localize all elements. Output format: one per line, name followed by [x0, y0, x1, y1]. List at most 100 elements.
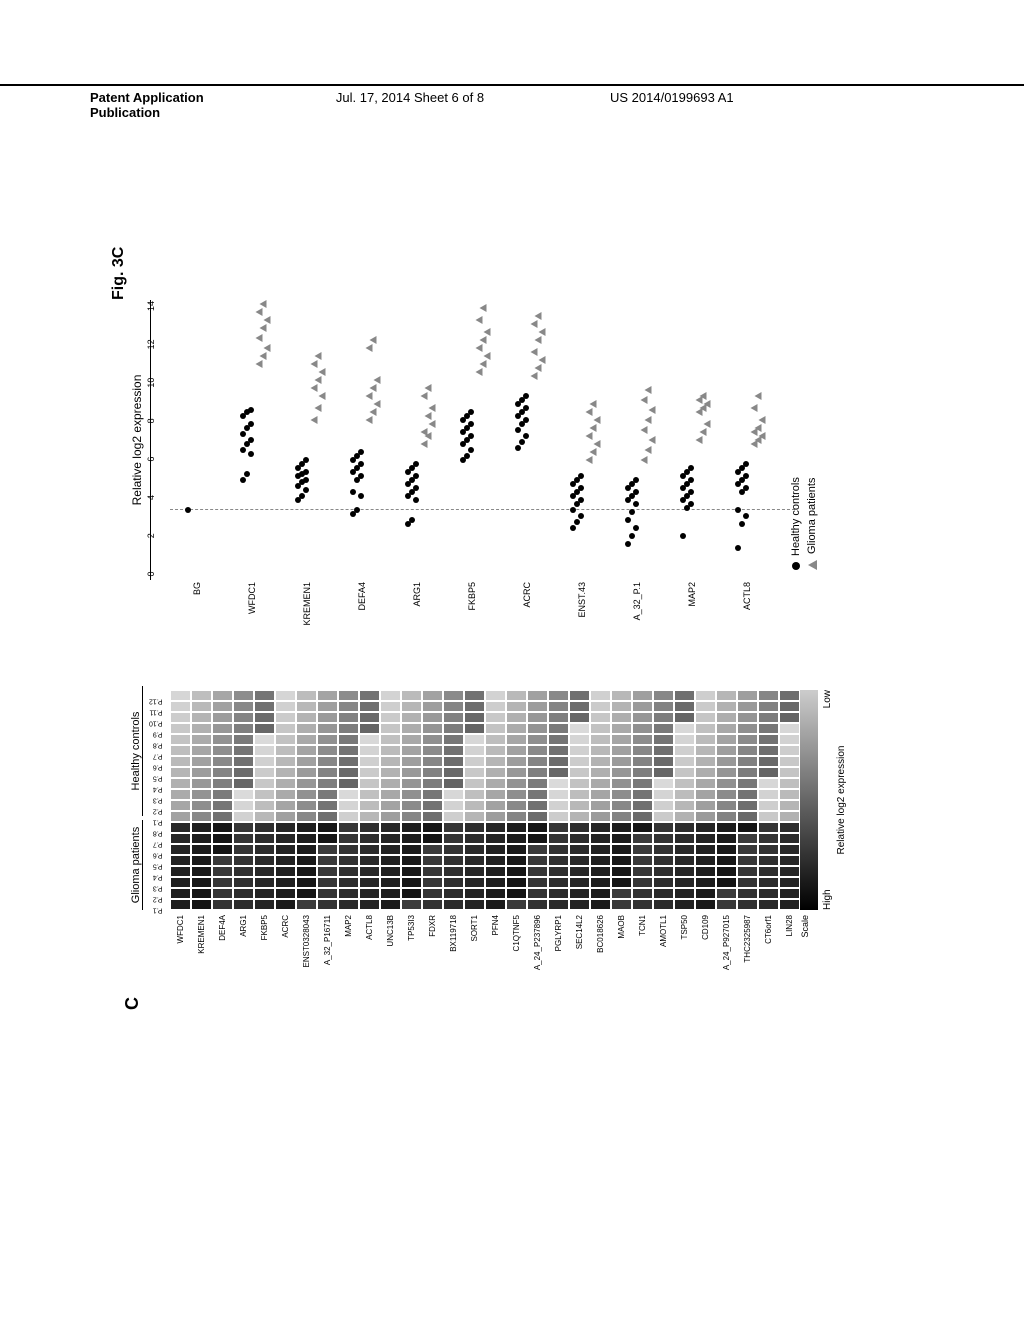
data-point-glioma [535, 336, 542, 344]
heatmap-cell [716, 690, 737, 701]
heatmap-cell [590, 789, 611, 800]
data-point-glioma [429, 404, 436, 412]
data-point-glioma [256, 334, 263, 342]
heatmap-cell [443, 745, 464, 756]
data-point-healthy [625, 541, 631, 547]
heatmap-cell [674, 789, 695, 800]
data-point-healthy [299, 493, 305, 499]
dotplot-row-label: DEFA4 [357, 582, 367, 630]
heatmap-cell [170, 899, 191, 910]
gene-label: FKBP5 [254, 912, 275, 1010]
data-point-glioma [755, 424, 762, 432]
heatmap-cell [569, 690, 590, 701]
heatmap-cell [212, 723, 233, 734]
heatmap-cell [170, 855, 191, 866]
data-point-healthy [688, 477, 694, 483]
heatmap-cell [779, 734, 800, 745]
heatmap-group-labels: Glioma patients Healthy controls [130, 686, 143, 910]
heatmap-cell [233, 723, 254, 734]
data-point-healthy [303, 469, 309, 475]
heatmap-cell [464, 734, 485, 745]
dotplot-row-area [720, 300, 775, 580]
heatmap-cell [527, 877, 548, 888]
heatmap-cell [716, 712, 737, 723]
data-point-healthy [464, 453, 470, 459]
header-patent-no: US 2014/0199693 A1 [550, 90, 1024, 120]
heatmap-cell [380, 745, 401, 756]
heatmap-cell [611, 811, 632, 822]
heatmap-cell [506, 811, 527, 822]
heatmap-cell [464, 723, 485, 734]
heatmap-cell [443, 778, 464, 789]
heatmap-cell [653, 811, 674, 822]
heatmap-cell [443, 866, 464, 877]
heatmap-cell [569, 877, 590, 888]
heatmap-cell [212, 778, 233, 789]
heatmap-cell [254, 723, 275, 734]
heatmap-cell [443, 723, 464, 734]
heatmap-cell [653, 822, 674, 833]
heatmap-cell [380, 877, 401, 888]
heatmap-cell [359, 701, 380, 712]
heatmap-cell [716, 745, 737, 756]
heatmap-cell [758, 899, 779, 910]
heatmap-cell [716, 778, 737, 789]
heatmap-cell [548, 888, 569, 899]
heatmap-cell [170, 745, 191, 756]
heatmap-cell [422, 899, 443, 910]
heatmap-cell [191, 888, 212, 899]
data-point-healthy [303, 477, 309, 483]
heatmap-cell [401, 899, 422, 910]
data-point-healthy [350, 489, 356, 495]
heatmap: Glioma patients Healthy controls P.1P.2P… [150, 670, 870, 1010]
heatmap-cell [569, 756, 590, 767]
heatmap-cell [485, 701, 506, 712]
gene-label: A_24_P237896 [527, 912, 548, 1010]
heatmap-cell [296, 712, 317, 723]
data-point-healthy [240, 477, 246, 483]
heatmap-cell [695, 866, 716, 877]
heatmap-cell [359, 833, 380, 844]
heatmap-cell [758, 800, 779, 811]
legend-glioma: Glioma patients [806, 477, 818, 570]
data-point-glioma [696, 436, 703, 444]
heatmap-cell [695, 767, 716, 778]
heatmap-cell [632, 844, 653, 855]
heatmap-cell [254, 734, 275, 745]
heatmap-cell [359, 855, 380, 866]
heatmap-cell [779, 899, 800, 910]
data-point-healthy [633, 477, 639, 483]
data-point-healthy [743, 513, 749, 519]
heatmap-cell [233, 789, 254, 800]
heatmap-cell [506, 734, 527, 745]
heatmap-cell [275, 690, 296, 701]
heatmap-cell [758, 701, 779, 712]
heatmap-cell [443, 789, 464, 800]
heatmap-cell [485, 756, 506, 767]
heatmap-cell [548, 800, 569, 811]
heatmap-cell [485, 877, 506, 888]
heatmap-cell [338, 877, 359, 888]
data-point-glioma [704, 400, 711, 408]
heatmap-cell [275, 734, 296, 745]
data-point-glioma [315, 352, 322, 360]
heatmap-cell [422, 767, 443, 778]
heatmap-cell [338, 778, 359, 789]
heatmap-cell [443, 844, 464, 855]
heatmap-cell [611, 778, 632, 789]
heatmap-cell [275, 712, 296, 723]
heatmap-cell [464, 877, 485, 888]
heatmap-cell [758, 866, 779, 877]
heatmap-cell [653, 778, 674, 789]
heatmap-cell [485, 778, 506, 789]
heatmap-cell [485, 789, 506, 800]
heatmap-cell [485, 745, 506, 756]
data-point-healthy [185, 507, 191, 513]
heatmap-cell [611, 822, 632, 833]
gene-label: DEF4A [212, 912, 233, 1010]
heatmap-cell [254, 767, 275, 778]
heatmap-cell [464, 712, 485, 723]
dotplot-row: A_32_P.1 [610, 290, 665, 630]
heatmap-cell [485, 811, 506, 822]
heatmap-cell [611, 734, 632, 745]
